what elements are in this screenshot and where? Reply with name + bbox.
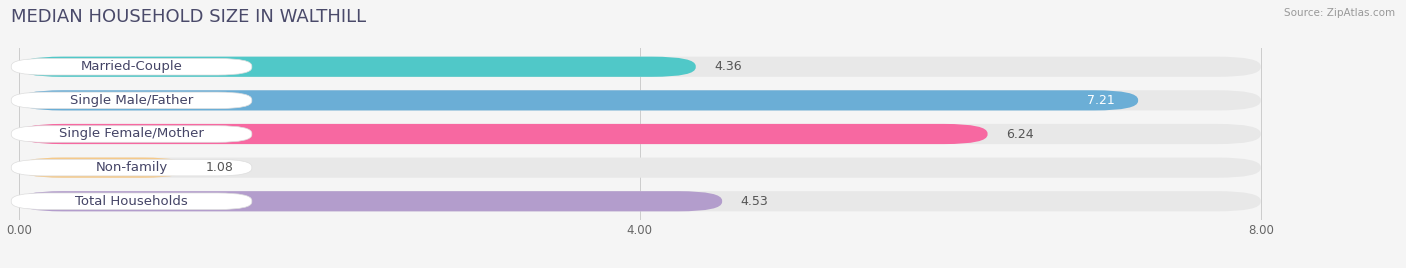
FancyBboxPatch shape bbox=[20, 158, 187, 178]
FancyBboxPatch shape bbox=[11, 193, 252, 210]
FancyBboxPatch shape bbox=[20, 124, 1261, 144]
FancyBboxPatch shape bbox=[20, 158, 1261, 178]
Text: Total Households: Total Households bbox=[75, 195, 188, 208]
Text: 4.36: 4.36 bbox=[714, 60, 742, 73]
Text: Single Female/Mother: Single Female/Mother bbox=[59, 128, 204, 140]
Text: 1.08: 1.08 bbox=[205, 161, 233, 174]
FancyBboxPatch shape bbox=[11, 159, 252, 176]
FancyBboxPatch shape bbox=[20, 57, 696, 77]
FancyBboxPatch shape bbox=[11, 58, 252, 75]
Text: 6.24: 6.24 bbox=[1007, 128, 1033, 140]
Text: 4.53: 4.53 bbox=[741, 195, 769, 208]
Text: Source: ZipAtlas.com: Source: ZipAtlas.com bbox=[1284, 8, 1395, 18]
FancyBboxPatch shape bbox=[20, 57, 1261, 77]
FancyBboxPatch shape bbox=[20, 90, 1261, 110]
Text: Non-family: Non-family bbox=[96, 161, 167, 174]
FancyBboxPatch shape bbox=[20, 191, 1261, 211]
Text: MEDIAN HOUSEHOLD SIZE IN WALTHILL: MEDIAN HOUSEHOLD SIZE IN WALTHILL bbox=[11, 8, 367, 26]
FancyBboxPatch shape bbox=[20, 90, 1137, 110]
FancyBboxPatch shape bbox=[11, 126, 252, 142]
Text: Married-Couple: Married-Couple bbox=[80, 60, 183, 73]
Text: 7.21: 7.21 bbox=[1087, 94, 1115, 107]
FancyBboxPatch shape bbox=[20, 124, 987, 144]
FancyBboxPatch shape bbox=[20, 191, 723, 211]
FancyBboxPatch shape bbox=[11, 92, 252, 109]
Text: Single Male/Father: Single Male/Father bbox=[70, 94, 193, 107]
